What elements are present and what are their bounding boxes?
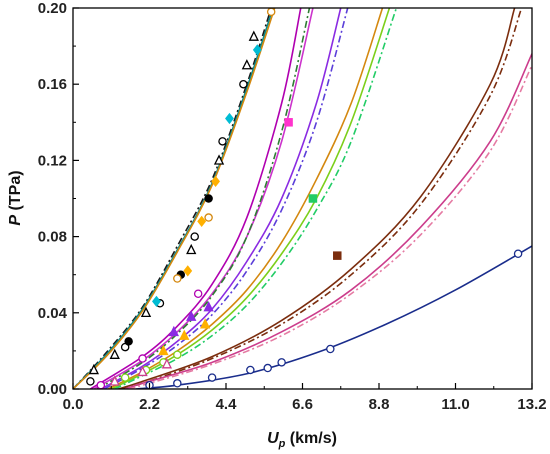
y-axis-title-symbol: P (7, 215, 24, 226)
marker-layer (86, 7, 523, 390)
data-point (263, 363, 272, 373)
y-tick-label: 0.08 (38, 229, 67, 246)
y-axis-title-unit: (TPa) (7, 170, 24, 214)
x-tick-label: 4.4 (216, 396, 238, 413)
data-point (277, 358, 286, 367)
data-point (239, 79, 248, 89)
x-tick-label: 2.2 (139, 396, 160, 413)
data-point (186, 310, 197, 321)
x-axis: 0.0 2.2 4.4 6.6 8.8 11.0 13.2 (63, 383, 547, 413)
data-point (218, 137, 227, 146)
data-point (109, 348, 120, 359)
plot-frame (72, 7, 533, 390)
x-tick-label: 13.2 (517, 396, 546, 413)
y-tick-label: 0.00 (38, 381, 67, 398)
series-line (96, 8, 311, 389)
data-point (86, 377, 95, 386)
series-line (100, 8, 342, 389)
y-axis: 0.00 0.04 0.08 0.12 0.16 0.20 (38, 0, 79, 398)
data-point (186, 243, 197, 255)
data-point (513, 249, 523, 258)
x-tick-label: 11.0 (441, 396, 469, 413)
series-line (110, 8, 391, 389)
data-point (161, 358, 173, 369)
data-point (173, 350, 182, 359)
x-axis-title-subscript: p (278, 438, 286, 450)
x-tick-label: 6.6 (292, 396, 313, 413)
data-point (266, 7, 276, 17)
data-point (158, 344, 169, 356)
data-point (225, 112, 234, 125)
data-point (173, 274, 182, 283)
data-point (140, 306, 152, 318)
data-point (203, 301, 214, 312)
data-point (152, 295, 161, 308)
data-point (326, 344, 335, 354)
y-tick-label: 0.12 (38, 152, 67, 169)
data-point (183, 265, 193, 277)
series-line (117, 8, 516, 389)
data-point (199, 318, 211, 329)
data-point (96, 380, 106, 390)
x-tick-label: 0.0 (63, 396, 84, 413)
data-point (252, 44, 262, 56)
series-line (124, 53, 532, 389)
data-point (120, 373, 130, 382)
data-point (168, 325, 179, 337)
series-line (128, 64, 532, 389)
series-line (114, 8, 398, 389)
data-point (88, 363, 100, 375)
y-axis-title: P (TPa) (7, 170, 24, 225)
x-axis-title: Up (km/s) (267, 430, 337, 450)
data-point (246, 365, 255, 375)
data-point (137, 365, 148, 377)
data-point (213, 154, 225, 165)
series-line (107, 8, 384, 389)
data-point (124, 337, 133, 346)
data-point (204, 213, 213, 222)
data-point (207, 373, 217, 382)
data-point (197, 215, 207, 228)
y-tick-label: 0.20 (38, 0, 67, 17)
data-point (284, 118, 293, 127)
x-axis-title-unit: (km/s) (285, 430, 337, 447)
series-layer (73, 8, 532, 389)
data-point (109, 375, 120, 386)
y-tick-label: 0.04 (38, 305, 68, 322)
x-tick-label: 8.8 (369, 396, 390, 413)
y-tick-label: 0.16 (38, 76, 67, 93)
data-point (204, 194, 213, 203)
data-point (173, 379, 182, 388)
data-point (211, 175, 220, 188)
data-point (333, 251, 342, 260)
series-line (121, 8, 523, 389)
series-line (89, 8, 302, 389)
series-line (73, 8, 274, 389)
series-line (73, 8, 276, 389)
data-point (248, 30, 259, 41)
data-point (190, 232, 199, 241)
x-axis-title-symbol: U (267, 430, 279, 447)
data-point (193, 289, 203, 298)
data-point (179, 329, 190, 340)
data-point (138, 354, 147, 363)
data-point (308, 194, 318, 203)
data-point (241, 59, 253, 70)
series-line (73, 8, 272, 389)
